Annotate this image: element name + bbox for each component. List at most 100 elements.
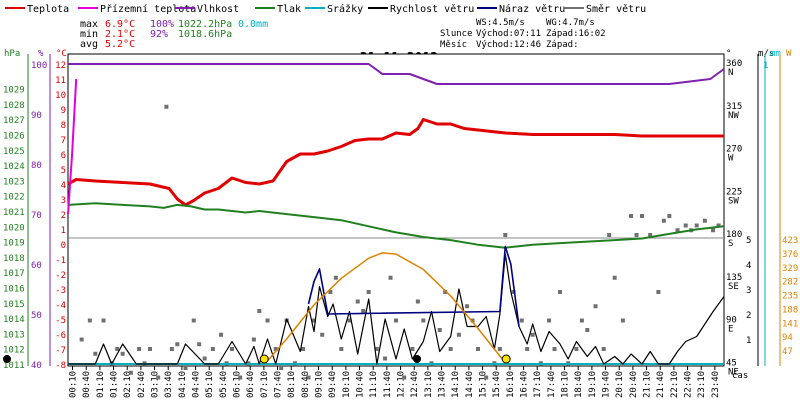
x-tick-label: 02:10 [123,371,133,398]
stats-avg-temp: 5.2°C [105,39,135,50]
solar-tick-label: 188 [782,305,798,315]
series-tlak [67,202,725,249]
temperature-tick-label: 0 [61,241,66,251]
x-tick-label: 00:10 [69,371,79,398]
x-tick-label: 08:10 [287,371,297,398]
wind-direction-point [128,370,133,375]
x-axis-label: čas [732,370,748,381]
unit-ms: m/s [758,49,774,59]
legend: Teplota Přízemní teplota Vlhkost Tlak Sr… [5,3,646,15]
sunrise-marker [259,354,269,364]
rain-tick-label: 1 [763,61,768,71]
temperature-tick-label: 12 [55,61,66,71]
moon-icon [3,355,11,363]
wind-direction-point [402,375,407,380]
stats-min-hum: 92% [150,29,168,40]
stats-max-hum: 100% [150,19,174,30]
x-tick-label: 07:40 [274,371,284,398]
x-tick-label: 06:40 [246,371,256,398]
wind-direction-point [374,347,379,351]
x-tick-label: 01:10 [96,371,106,398]
stats-max-press: 1022.2hPa [178,19,232,30]
x-tick-label: 09:40 [328,371,338,398]
wind-dir-compass-label: SW [728,196,739,206]
x-tick-label: 04:40 [192,371,202,398]
wind-direction-point [219,332,224,337]
x-tick-label: 17:10 [533,371,543,398]
temperature-tick-label: 2 [61,211,66,221]
wind-direction-point [683,223,688,228]
x-tick-label: 22:40 [684,371,694,398]
x-tick-label: 12:40 [410,371,420,398]
wind-direction-point [519,318,524,323]
pressure-tick-label: 1024 [3,162,25,172]
wind-speed-tick-label: 5 [746,236,751,246]
x-tick-label: 20:40 [629,371,639,398]
x-tick-label: 02:40 [137,371,147,398]
temperature-tick-label: 5 [61,166,66,176]
sun-moon-markers [3,354,511,364]
x-tick-label: 16:10 [506,371,516,398]
humidity-tick-label: 90 [31,111,42,121]
x-tick-label: 16:40 [520,371,530,398]
stats-avg-label: avg [80,39,98,50]
wind-direction-point [640,214,644,218]
temperature-tick-label: -5 [55,316,66,326]
wind-direction-point [601,347,606,351]
temperature-tick-label: 10 [55,91,66,101]
temperature-tick-label: 7 [61,136,66,146]
unit-mm: mm [770,49,781,59]
humidity-tick-label: 50 [31,311,42,321]
wind-direction-point [558,290,562,294]
wind-direction-point [306,375,311,380]
x-tick-label: 19:40 [602,371,612,398]
wind-direction-point [273,347,278,351]
x-tick-label: 21:10 [643,371,653,398]
unit-w: W [786,49,792,59]
wind-direction-point [465,304,470,309]
wind-direction-point [339,347,344,351]
wind-dir-tick-label: 225 [726,187,742,197]
solar-tick-label: 141 [782,319,798,329]
temperature-tick-label: -3 [55,286,66,296]
x-tick-label: 22:10 [670,371,680,398]
temperature-tick-label: -8 [55,361,66,371]
series-vlhkost [68,63,725,85]
pressure-tick-label: 1029 [3,86,25,96]
stats-max-temp: 6.9°C [105,19,135,30]
temperature-tick-label: 1 [61,226,66,236]
stats: max 6.9°C 100% 1022.2hPa 0.0mm min 2.1°C… [80,19,268,50]
wind-direction-point [497,347,502,351]
pressure-tick-label: 1015 [3,300,25,310]
stats-max-label: max [80,19,98,30]
series-slunecni-zareni [264,252,507,365]
solar-tick-label: 282 [782,278,798,288]
wind-direction-series [79,104,721,380]
stats-min-press: 1018.6hPa [178,29,232,40]
pressure-tick-label: 1017 [3,269,25,279]
x-tick-label: 19:10 [588,371,598,398]
info: WS:4.5m/s WG:4.7m/s Slunce Východ:07:11 … [440,18,606,50]
wind-direction-point [210,347,215,351]
x-tick-label: 17:40 [547,371,557,398]
x-tick-label: 05:10 [205,371,215,398]
wind-direction-point [530,332,535,337]
x-tick-label: 08:40 [301,371,311,398]
wind-direction-point [648,233,653,237]
moonrise-marker [413,355,422,363]
x-tick-label: 18:40 [574,371,584,398]
x-tick-label: 09:10 [315,371,325,398]
wind-direction-point [156,375,161,380]
unit-celsius: °C [56,49,67,59]
wind-direction-point [197,342,202,347]
pressure-tick-label: 1022 [3,193,25,203]
wind-direction-point [137,347,142,351]
x-tick-label: 07:10 [260,371,270,398]
wind-direction-point [394,318,398,323]
wind-direction-point [320,332,325,337]
temperature-tick-label: -4 [55,301,66,311]
wind-speed-tick-label: 4 [746,261,751,271]
wind-dir-tick-label: 135 [726,273,742,283]
wind-direction-point [120,351,125,356]
